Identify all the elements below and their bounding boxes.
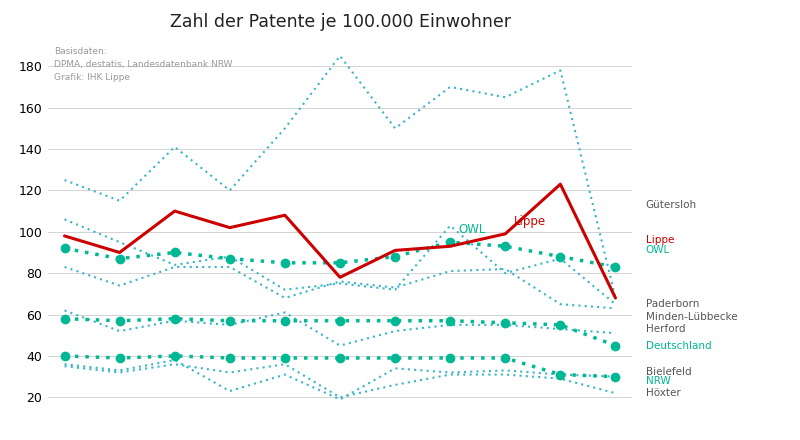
Text: Deutschland: Deutschland [646,341,711,351]
Text: Minden-Lübbecke: Minden-Lübbecke [646,312,738,322]
Text: Lippe: Lippe [514,215,546,227]
Title: Zahl der Patente je 100.000 Einwohner: Zahl der Patente je 100.000 Einwohner [170,13,510,31]
Text: Lippe: Lippe [646,235,674,245]
Text: Basisdaten:
DPMA, destatis, Landesdatenbank NRW
Grafik: IHK Lippe: Basisdaten: DPMA, destatis, Landesdatenb… [54,47,232,82]
Text: NRW: NRW [646,376,670,386]
Text: Gütersloh: Gütersloh [646,200,697,210]
Text: OWL: OWL [458,223,486,236]
Text: OWL: OWL [646,246,670,255]
Text: Paderborn: Paderborn [646,299,699,309]
Text: Höxter: Höxter [646,388,681,398]
Text: Bielefeld: Bielefeld [646,367,691,378]
Text: Herford: Herford [646,324,686,334]
